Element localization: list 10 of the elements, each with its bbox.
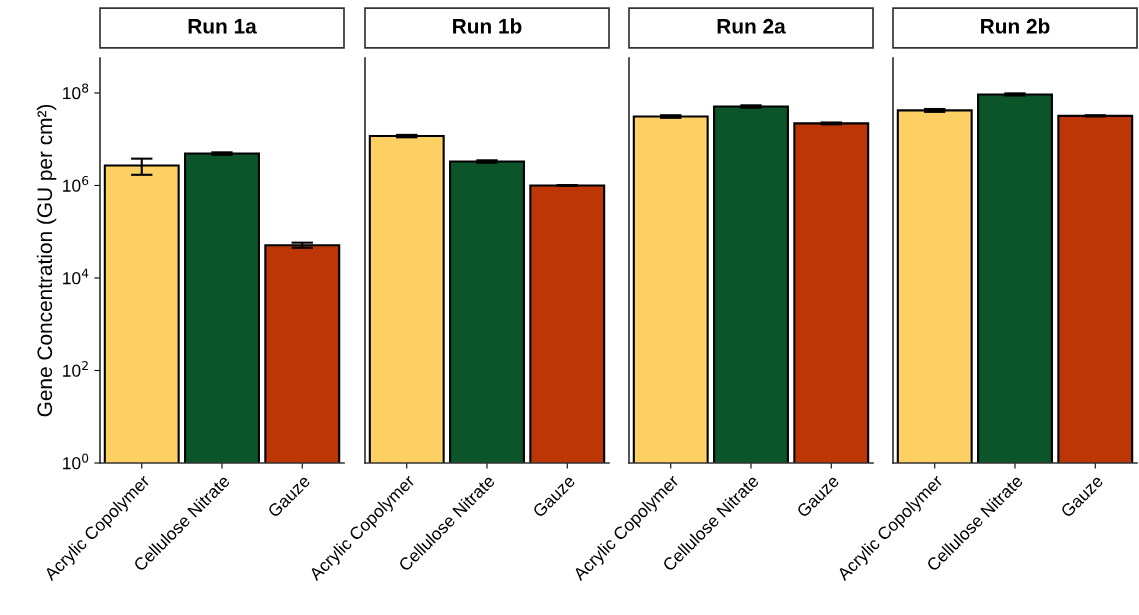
chart-title: Run 1b xyxy=(453,18,522,34)
y-axis-title: Gene Concentration (GU per cm²) xyxy=(36,104,57,417)
y-tick-label: 10$^{2}$ xyxy=(63,360,88,377)
y-tick-label: 10$^{6}$ xyxy=(63,175,89,192)
chart-title: Run 2b xyxy=(981,18,1050,34)
y-tick-label: 10$^{8}$ xyxy=(63,83,89,100)
y-tick-label: 10$^{0}$ xyxy=(63,453,89,470)
y-tick-label: 10$^{4}$ xyxy=(63,268,89,285)
chart-title: Run 2a xyxy=(717,18,786,34)
chart-title: Run 1a xyxy=(188,19,257,34)
